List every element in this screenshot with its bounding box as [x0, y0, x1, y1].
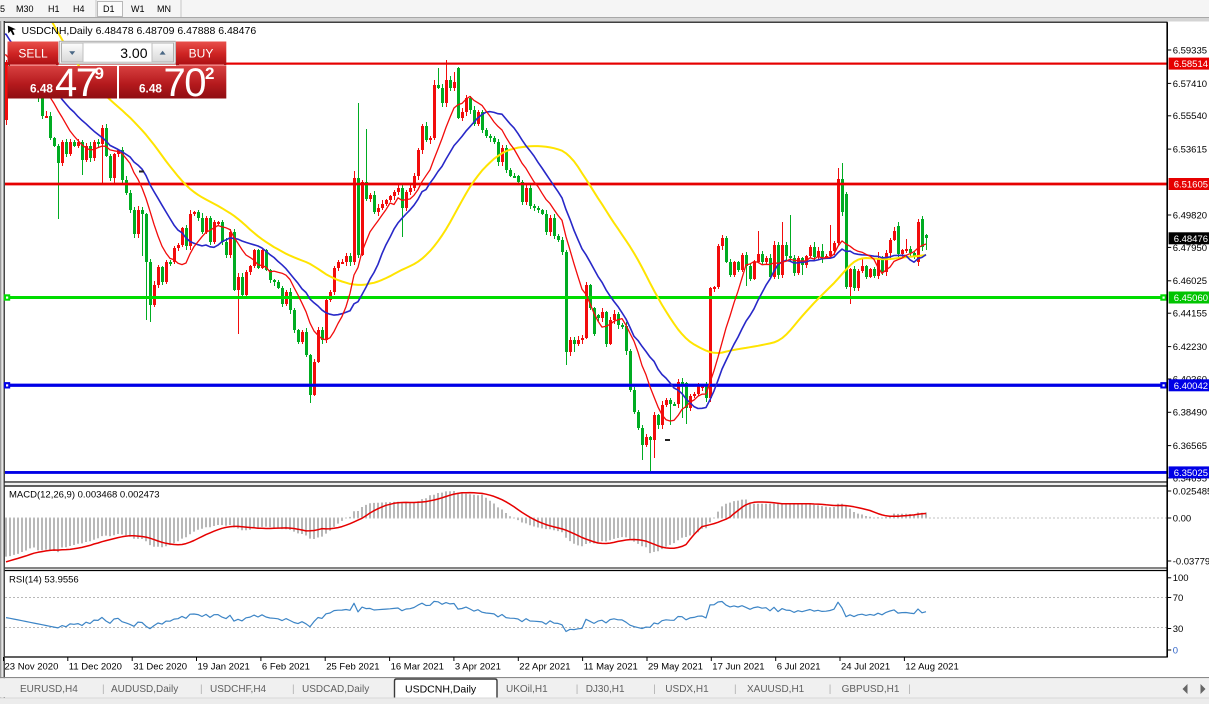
svg-text:6.55540: 6.55540 — [1173, 111, 1207, 122]
svg-text:M30: M30 — [16, 4, 34, 14]
svg-text:6.53615: 6.53615 — [1173, 145, 1207, 156]
svg-text:47: 47 — [55, 61, 97, 105]
svg-text:|: | — [829, 684, 832, 695]
svg-text:USDCHF,H4: USDCHF,H4 — [210, 684, 267, 695]
svg-text:70: 70 — [1173, 593, 1184, 604]
svg-text:11 May 2021: 11 May 2021 — [584, 662, 638, 673]
svg-text:|: | — [653, 684, 656, 695]
svg-text:6.49820: 6.49820 — [1173, 210, 1207, 221]
svg-text:MN: MN — [157, 4, 171, 14]
svg-text:30: 30 — [1173, 624, 1184, 635]
svg-text:RSI(14) 53.9556: RSI(14) 53.9556 — [9, 575, 79, 586]
svg-text:17 Jun 2021: 17 Jun 2021 — [712, 662, 764, 673]
svg-text:6.35025: 6.35025 — [1174, 468, 1208, 479]
svg-text:USDCNH,Daily 6.48478 6.48709: USDCNH,Daily 6.48478 6.48709 6.47888 6.4… — [22, 25, 257, 37]
svg-text:XAUUSD,H1: XAUUSD,H1 — [747, 684, 805, 695]
svg-text:6 Jul 2021: 6 Jul 2021 — [777, 662, 821, 673]
svg-text:6.59335: 6.59335 — [1173, 45, 1207, 56]
svg-text:USDCAD,Daily: USDCAD,Daily — [302, 684, 369, 695]
svg-text:6 Feb 2021: 6 Feb 2021 — [262, 662, 310, 673]
svg-text:AUDUSD,Daily: AUDUSD,Daily — [111, 684, 178, 695]
svg-text:29 May 2021: 29 May 2021 — [648, 662, 703, 673]
svg-text:6.47950: 6.47950 — [1173, 243, 1207, 254]
svg-text:0: 0 — [1173, 645, 1178, 656]
svg-text:-0.037797: -0.037797 — [1173, 556, 1209, 567]
svg-text:24 Jul 2021: 24 Jul 2021 — [841, 662, 890, 673]
svg-text:25 Feb 2021: 25 Feb 2021 — [326, 662, 379, 673]
svg-text:6.46025: 6.46025 — [1173, 276, 1207, 287]
svg-text:|: | — [734, 684, 737, 695]
svg-text:9: 9 — [95, 64, 104, 83]
svg-text:16 Mar 2021: 16 Mar 2021 — [391, 662, 444, 673]
svg-text:6.38490: 6.38490 — [1173, 408, 1207, 419]
svg-text:H1: H1 — [48, 4, 60, 14]
svg-text:70: 70 — [164, 61, 206, 105]
svg-text:6.51605: 6.51605 — [1174, 180, 1208, 191]
svg-text:6.48: 6.48 — [139, 82, 162, 96]
svg-text:|: | — [200, 684, 203, 695]
svg-text:W1: W1 — [131, 4, 145, 14]
svg-text:23 Nov 2020: 23 Nov 2020 — [5, 662, 59, 673]
svg-text:D1: D1 — [103, 4, 115, 14]
svg-text:22 Apr 2021: 22 Apr 2021 — [519, 662, 570, 673]
svg-text:|: | — [576, 684, 579, 695]
svg-text:DJ30,H1: DJ30,H1 — [586, 684, 625, 695]
svg-text:2: 2 — [205, 64, 214, 83]
svg-text:6.45060: 6.45060 — [1174, 293, 1208, 304]
svg-text:MACD(12,26,9) 0.003468 0.00247: MACD(12,26,9) 0.003468 0.002473 — [9, 489, 160, 500]
svg-text:EURUSD,H4: EURUSD,H4 — [20, 684, 78, 695]
svg-text:|: | — [908, 684, 911, 695]
svg-text:6.40042: 6.40042 — [1174, 381, 1208, 392]
svg-text:0.00: 0.00 — [1173, 513, 1192, 524]
svg-text:6.58514: 6.58514 — [1174, 59, 1208, 70]
svg-text:3.00: 3.00 — [120, 45, 147, 61]
svg-text:6.36565: 6.36565 — [1173, 441, 1207, 452]
svg-text:19 Jan 2021: 19 Jan 2021 — [198, 662, 250, 673]
svg-text:USDCNH,Daily: USDCNH,Daily — [405, 684, 477, 696]
svg-text:12 Aug 2021: 12 Aug 2021 — [905, 662, 958, 673]
svg-text:11 Dec 2020: 11 Dec 2020 — [69, 662, 122, 673]
svg-text:|: | — [102, 684, 105, 695]
svg-text:UKOil,H1: UKOil,H1 — [506, 684, 548, 695]
svg-text:GBPUSD,H1: GBPUSD,H1 — [842, 684, 900, 695]
svg-text:5: 5 — [0, 4, 5, 14]
svg-text:0.025485: 0.025485 — [1173, 486, 1209, 497]
svg-text:|: | — [292, 684, 295, 695]
svg-text:6.48: 6.48 — [30, 82, 53, 96]
svg-text:6.57410: 6.57410 — [1173, 79, 1207, 90]
svg-text:6.34695: 6.34695 — [1173, 473, 1207, 484]
svg-text:100: 100 — [1173, 573, 1189, 584]
svg-text:6.42230: 6.42230 — [1173, 342, 1207, 353]
svg-text:31 Dec 2020: 31 Dec 2020 — [133, 662, 187, 673]
svg-text:SELL: SELL — [18, 47, 48, 61]
svg-text:6.44155: 6.44155 — [1173, 309, 1207, 320]
svg-text:USDX,H1: USDX,H1 — [665, 684, 709, 695]
svg-text:6.48476: 6.48476 — [1174, 234, 1208, 245]
svg-text:H4: H4 — [73, 4, 85, 14]
svg-text:3 Apr 2021: 3 Apr 2021 — [455, 662, 501, 673]
svg-text:BUY: BUY — [189, 47, 214, 61]
